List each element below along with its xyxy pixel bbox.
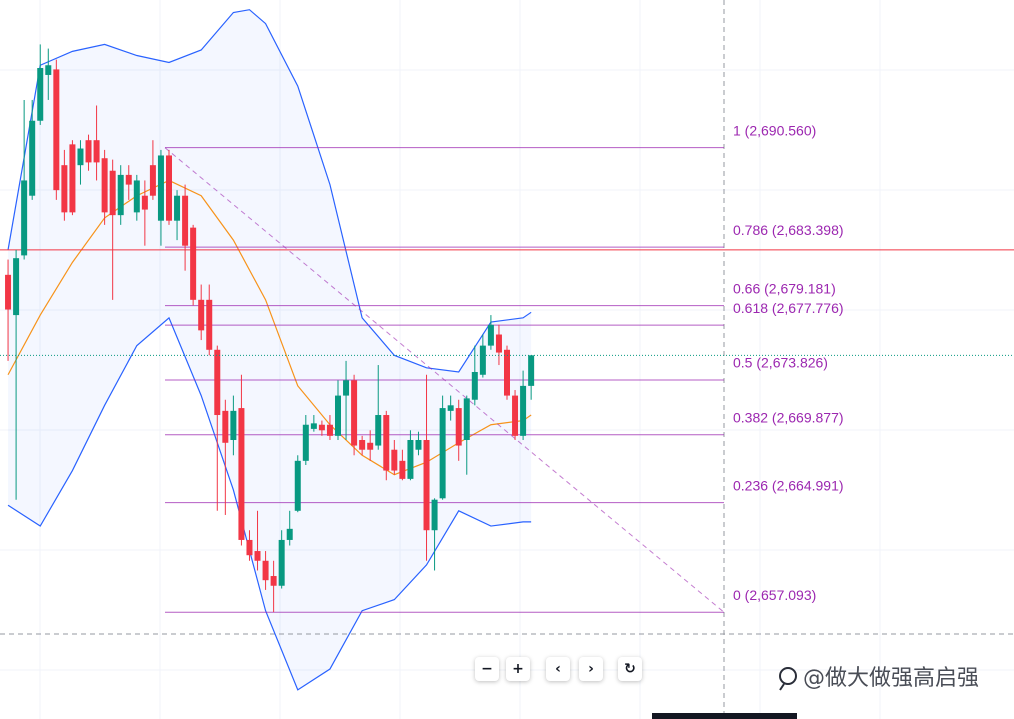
candle-body xyxy=(157,155,164,221)
candle-body xyxy=(520,385,527,436)
candle-body xyxy=(375,415,382,446)
candle-body xyxy=(69,144,76,213)
candle-body xyxy=(471,371,478,400)
candle-body xyxy=(37,68,44,121)
candle-body xyxy=(182,195,189,246)
candle-body xyxy=(230,410,237,441)
fib-level-label: 0 (2,657.093) xyxy=(733,587,816,603)
candle-body xyxy=(431,499,438,531)
candle-body xyxy=(222,410,229,443)
candle-body xyxy=(423,440,430,531)
candle-body xyxy=(463,398,470,441)
reset-button[interactable]: ↻ xyxy=(618,657,642,681)
candle-body xyxy=(504,349,510,396)
candle-body xyxy=(93,140,100,163)
bottom-bar xyxy=(652,713,797,719)
candle-body xyxy=(455,408,462,446)
candle-body xyxy=(359,440,366,450)
candle-body xyxy=(528,355,535,386)
candle-body xyxy=(278,539,285,586)
candle-body xyxy=(262,560,269,581)
candle-body xyxy=(270,576,277,586)
candle-body xyxy=(109,170,116,216)
fib-level-label: 0.5 (2,673.826) xyxy=(733,355,828,371)
candle-body xyxy=(286,528,293,540)
candle-body xyxy=(5,274,12,310)
candle-body xyxy=(391,449,398,471)
candle-body xyxy=(206,299,213,350)
candle-body xyxy=(149,165,156,196)
candle-body xyxy=(101,158,108,213)
candle-body xyxy=(125,174,132,185)
candle-body xyxy=(77,148,84,166)
candle-body xyxy=(351,380,358,446)
watermark: @做大做强高启强 xyxy=(803,666,980,691)
candle-body xyxy=(45,65,52,75)
candle-body xyxy=(133,180,140,213)
candle-body xyxy=(85,140,92,163)
candle-body xyxy=(254,551,261,561)
fib-trend-line xyxy=(164,147,725,613)
candle-body xyxy=(479,345,486,375)
candle-body xyxy=(198,299,205,331)
candle-body xyxy=(399,460,406,479)
fib-level-label: 0.382 (2,669.877) xyxy=(733,409,844,425)
candle-body xyxy=(53,69,60,191)
fib-level-label: 0.618 (2,677.776) xyxy=(733,300,844,316)
fib-level-label: 1 (2,690.560) xyxy=(733,122,816,138)
candle-body xyxy=(326,424,333,436)
watermark-logo xyxy=(779,667,797,691)
candle-body xyxy=(141,195,148,210)
candle-body xyxy=(343,380,350,396)
candle-body xyxy=(13,258,20,316)
candle-body xyxy=(238,408,245,540)
fib-level-label: 0.786 (2,683.398) xyxy=(733,222,844,238)
candle-body xyxy=(174,195,181,221)
candle-body xyxy=(447,405,454,411)
candle-body xyxy=(318,424,325,431)
band-fill xyxy=(8,9,532,690)
candle-body xyxy=(367,442,374,450)
candle-body xyxy=(512,395,519,436)
lower-band xyxy=(7,316,532,691)
candle-body xyxy=(487,324,494,346)
candle-body xyxy=(335,395,341,436)
candle-body xyxy=(190,227,197,300)
candle-body xyxy=(166,155,172,221)
candle-body xyxy=(214,349,221,416)
zoom-in-button[interactable]: + xyxy=(506,657,530,681)
candle-body xyxy=(310,423,317,429)
candle-body xyxy=(383,415,390,471)
candle-body xyxy=(495,334,502,353)
candle-body xyxy=(415,440,422,450)
candle-body xyxy=(61,165,68,213)
upper-band xyxy=(7,9,532,373)
candle-body xyxy=(117,174,124,216)
candle-body xyxy=(439,408,446,499)
scroll-right-button[interactable]: › xyxy=(579,657,603,681)
scroll-left-button[interactable]: ‹ xyxy=(546,657,570,681)
candle-body xyxy=(29,120,36,196)
candle-body xyxy=(21,180,28,256)
fib-level-label: 0.66 (2,679.181) xyxy=(733,280,836,296)
candle-body xyxy=(407,440,414,479)
candle-body xyxy=(294,460,301,511)
candle-body xyxy=(246,539,253,556)
zoom-out-button[interactable]: − xyxy=(475,657,499,681)
candle-body xyxy=(302,424,309,461)
fib-level-label: 0.236 (2,664.991) xyxy=(733,477,844,493)
